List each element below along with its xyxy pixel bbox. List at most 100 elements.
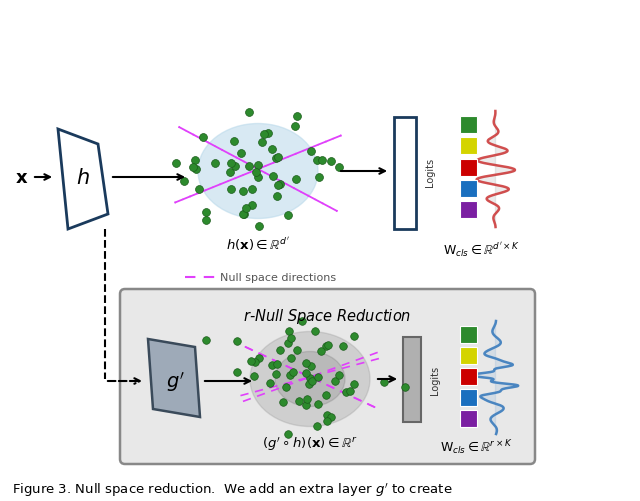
FancyBboxPatch shape [120,290,535,464]
Point [246,186,257,194]
Point [254,223,264,231]
Point [225,169,235,177]
Point [283,211,293,219]
Point [273,182,284,190]
Point [301,359,311,367]
Point [379,379,389,387]
Point [189,156,200,164]
Point [200,216,211,224]
Point [291,175,301,183]
Bar [460,201,477,218]
Point [307,377,317,385]
Point [349,381,359,389]
Bar [460,117,477,134]
Point [286,355,296,363]
Point [188,163,198,171]
Ellipse shape [275,352,345,407]
Point [341,388,351,396]
Text: Null space directions: Null space directions [220,273,336,283]
Point [312,374,323,382]
Point [239,210,249,218]
Point [305,375,316,383]
Point [265,379,275,387]
Point [201,337,211,345]
Point [271,155,282,163]
Point [301,395,312,403]
Point [244,163,254,171]
Ellipse shape [250,332,370,427]
Point [229,138,239,146]
Point [252,169,262,177]
Bar [460,410,477,427]
Point [345,387,355,395]
Bar [394,118,416,229]
Point [273,154,283,162]
Bar [460,368,477,385]
Point [272,361,282,369]
Polygon shape [58,130,108,229]
Point [232,368,242,376]
Point [191,165,202,173]
Point [349,332,360,340]
Point [313,400,323,408]
Bar [403,337,421,422]
Text: $r$-Null Space Reduction: $r$-Null Space Reduction [243,307,412,326]
Point [314,174,324,182]
Point [267,145,277,153]
Point [330,378,340,386]
Point [284,328,294,336]
Point [253,162,263,170]
Point [236,150,246,158]
Point [291,112,301,120]
Bar [460,181,477,197]
Point [250,358,260,366]
Point [333,371,344,379]
Text: $h(\mathbf{x}) \in \mathbb{R}^{d^{\prime}}$: $h(\mathbf{x}) \in \mathbb{R}^{d^{\prime… [226,235,290,252]
Point [303,380,314,388]
Bar [460,138,477,155]
Point [323,417,333,425]
Point [275,181,285,189]
Text: $\mathbf{x}$: $\mathbf{x}$ [15,169,29,187]
Point [201,209,211,217]
Point [287,368,298,376]
Point [170,159,180,167]
Point [282,430,292,438]
Point [268,173,278,181]
Point [339,342,349,350]
Point [241,204,252,212]
Point [321,342,331,350]
Text: Logits: Logits [430,365,440,394]
Point [285,371,296,379]
Point [246,201,257,209]
Point [209,160,220,168]
Point [238,210,248,218]
Point [326,413,336,421]
Point [253,173,263,181]
Point [301,401,311,409]
Point [312,157,323,165]
Point [306,363,316,371]
Text: Figure 3. Null space reduction.  We add an extra layer $g'$ to create: Figure 3. Null space reduction. We add a… [12,480,452,498]
Point [226,160,236,168]
Point [272,192,282,200]
Point [226,186,236,194]
Point [326,157,336,165]
Point [259,130,269,138]
Text: $\mathrm{W}_{cls} \in \mathbb{R}^{d^{\prime} \times K}$: $\mathrm{W}_{cls} \in \mathbb{R}^{d^{\pr… [444,240,520,259]
Point [238,188,248,196]
Point [275,346,285,354]
Point [285,334,296,342]
Point [316,157,326,165]
Point [271,370,281,378]
Point [267,361,277,369]
Text: $g'$: $g'$ [166,369,184,393]
Point [310,328,320,336]
Text: $\mathrm{W}_{cls} \in \mathbb{R}^{r \times K}$: $\mathrm{W}_{cls} \in \mathbb{R}^{r \tim… [440,438,512,456]
Point [263,130,273,138]
Point [294,397,304,405]
Point [323,341,333,349]
Point [316,347,326,355]
Point [289,123,300,131]
Point [296,317,307,325]
